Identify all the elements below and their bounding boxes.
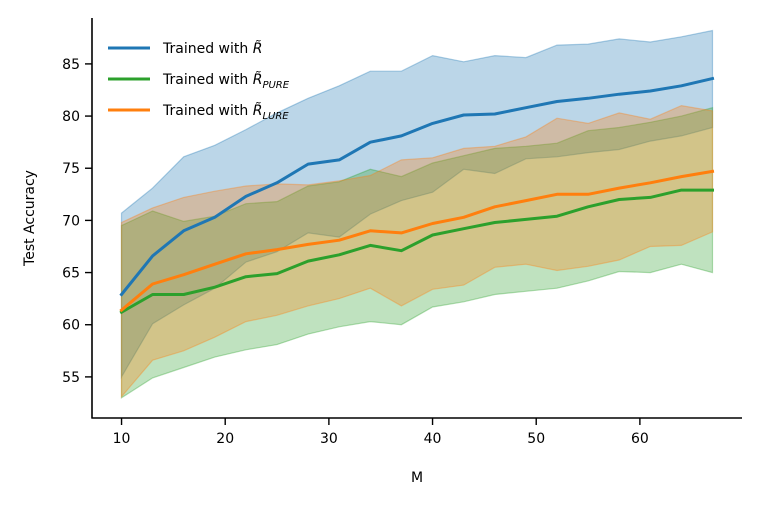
y-tick-label: 55 — [62, 370, 80, 386]
x-tick-label: 50 — [527, 431, 545, 447]
y-tick-label: 60 — [62, 318, 80, 334]
y-tick-label: 65 — [62, 266, 80, 282]
line-series-0 — [119, 76, 715, 297]
legend-label-1: Trained with R̃PURE — [162, 71, 290, 91]
band-series-2 — [120, 104, 714, 399]
x-tick-label: 40 — [424, 431, 442, 447]
y-tick-label: 70 — [62, 213, 80, 229]
confidence-bands — [120, 29, 714, 399]
y-axis-label: Test Accuracy — [22, 170, 38, 267]
band-series-1 — [120, 106, 714, 399]
legend-label-2: Trained with R̃LURE — [162, 102, 289, 122]
axes: 10 20 30 40 50 60 55 60 65 70 75 80 85 — [62, 18, 742, 447]
band-series-0 — [120, 29, 714, 380]
x-tick-label: 60 — [631, 431, 649, 447]
y-tick-label: 80 — [62, 109, 80, 125]
line-series-2 — [119, 169, 715, 313]
legend-label-0: Trained with R̃ — [162, 40, 262, 57]
x-axis-label: M — [411, 470, 423, 486]
y-tick-label: 85 — [62, 57, 80, 73]
legend: Trained with R̃ Trained with R̃PURE Traine… — [108, 40, 290, 122]
x-tick-label: 30 — [320, 431, 338, 447]
line-series-1 — [119, 188, 714, 315]
x-tick-label: 10 — [113, 431, 131, 447]
y-tick-label: 75 — [62, 161, 80, 177]
series-lines — [119, 76, 715, 315]
x-tick-label: 20 — [216, 431, 234, 447]
